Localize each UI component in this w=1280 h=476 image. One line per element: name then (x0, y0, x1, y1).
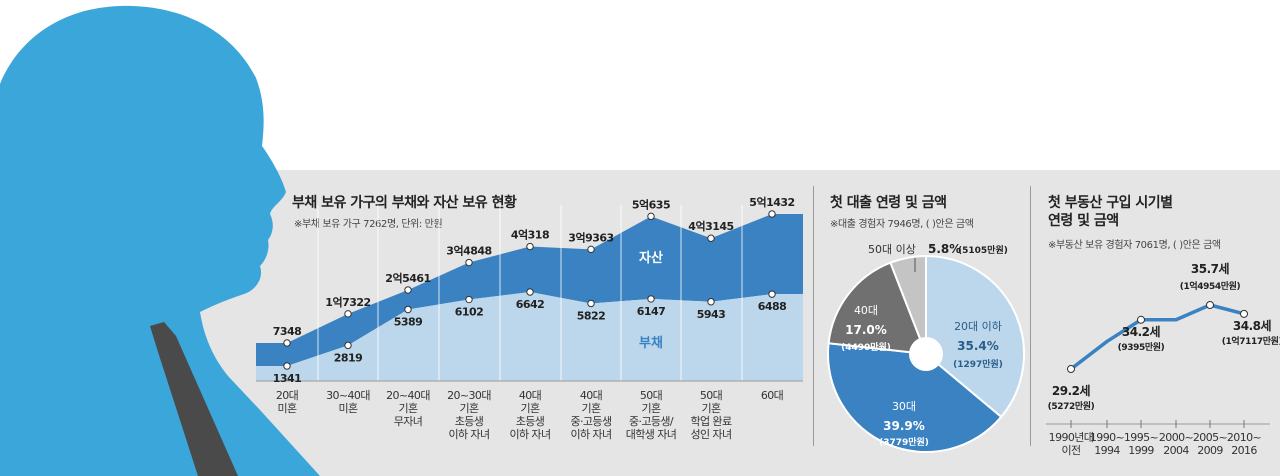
debt-point (587, 299, 595, 308)
slice-label: 40대 (854, 304, 878, 317)
asset-point (283, 339, 291, 347)
series-label-debt: 부채 (639, 336, 663, 351)
slice-percent: 17.0% (845, 323, 887, 337)
slice-amount: (4490만원) (841, 341, 891, 353)
point-age-label: 34.2세 (1122, 324, 1161, 339)
data-point (1240, 309, 1248, 318)
point-age-label: 34.8세 (1233, 318, 1272, 333)
data-point (1067, 365, 1075, 373)
asset-point (707, 234, 715, 242)
debt-value-label: 6488 (758, 300, 787, 313)
pie-slice (827, 261, 928, 356)
debt-area (256, 292, 803, 381)
asset-point (465, 258, 473, 267)
debt-point (404, 305, 412, 314)
slice-percent: 35.4% (957, 339, 999, 353)
asset-point (526, 242, 534, 251)
asset-value-label: 2억5461 (385, 272, 430, 285)
debt-point (465, 295, 473, 304)
divider-2 (1030, 186, 1031, 446)
slice-percent: 5.8% (928, 242, 961, 256)
debt-value-label: 6102 (455, 306, 484, 319)
chart3-note: ※부동산 보유 경험자 7061명, ( )안은 금액 (1048, 240, 1221, 251)
chart3-title: 첫 부동산 구입 시기별 (1048, 195, 1173, 211)
slice-amount: (3779만원) (879, 436, 929, 448)
debt-point (526, 288, 534, 296)
point-amount-label: (9395만원) (1118, 341, 1165, 353)
pie-slice (889, 254, 927, 355)
head-silhouette (0, 5, 320, 476)
tie (150, 322, 238, 476)
divider-1 (813, 186, 814, 446)
debt-value-label: 6642 (516, 298, 545, 311)
point-age-label: 29.2세 (1052, 383, 1091, 398)
asset-value-label: 3억4848 (446, 245, 491, 258)
asset-value-label: 5억635 (632, 198, 670, 211)
point-amount-label: (5272만원) (1048, 400, 1095, 412)
asset-value-label: 1억7322 (325, 296, 370, 309)
chart1-title: 부채 보유 가구의 부채와 자산 보유 현황 (292, 195, 517, 211)
data-point (1206, 301, 1214, 309)
category-label: 50대 기혼 중·고등생/ 대학생 자녀 (625, 389, 677, 441)
data-point (1137, 315, 1145, 324)
category-label: 1995~ 1999 (1123, 431, 1159, 457)
chart2-note: ※대출 경험자 7946명, ( )안은 금액 (830, 219, 974, 230)
chart1-note: ※부채 보유 가구 7262명, 단위: 만원 (294, 219, 443, 230)
asset-value-label: 4억3145 (688, 220, 733, 233)
debt-value-label: 2819 (334, 351, 363, 364)
category-label: 2005~ 2009 (1192, 431, 1228, 457)
debt-value-label: 5389 (394, 315, 423, 328)
asset-point (587, 245, 595, 254)
category-label: 1990~ 1994 (1089, 431, 1125, 457)
asset-point (647, 212, 655, 221)
category-label: 20대 미혼 (275, 389, 299, 415)
slice-label: 30대 (892, 400, 916, 413)
category-label: 20~30대 기혼 초등생 이하 자녀 (447, 389, 491, 441)
category-label: 60대 (760, 389, 784, 402)
category-label: 30~40대 미혼 (326, 389, 370, 415)
slice-amount: (5105만원) (958, 244, 1008, 256)
point-amount-label: (1억4954만원) (1180, 280, 1241, 292)
asset-value-label: 7348 (273, 325, 302, 338)
asset-value-label: 3억9363 (568, 231, 613, 244)
asset-value-label: 4억318 (511, 229, 549, 242)
debt-value-label: 5943 (697, 308, 726, 321)
category-label: 40대 기혼 중·고등생 이하 자녀 (570, 389, 613, 441)
debt-value-label: 1341 (273, 372, 302, 385)
slice-label: 20대 이하 (954, 319, 1002, 333)
debt-point (768, 290, 776, 298)
asset-point (404, 286, 412, 294)
debt-point (647, 295, 655, 303)
category-label: 1990년대 이전 (1048, 431, 1094, 457)
chart3-title-line2: 연령 및 금액 (1048, 213, 1119, 229)
person-silhouette-illustration (0, 5, 320, 476)
asset-value-label: 5억1432 (749, 196, 794, 209)
debt-point (344, 341, 352, 350)
category-label: 2000~ 2004 (1158, 431, 1194, 457)
point-amount-label: (1억7117만원) (1222, 335, 1280, 347)
series-label-asset: 자산 (639, 250, 663, 266)
chart2-title: 첫 대출 연령 및 금액 (830, 195, 947, 211)
pie-hole (909, 337, 943, 371)
point-age-label: 35.7세 (1191, 261, 1230, 276)
pie-slice (925, 254, 1025, 419)
slice-percent: 39.9% (883, 419, 925, 433)
series-line (1069, 303, 1245, 371)
debt-value-label: 6147 (637, 305, 666, 318)
asset-point (768, 210, 776, 218)
category-label: 20~40대 기혼 무자녀 (386, 389, 430, 428)
debt-point (707, 298, 715, 306)
slice-amount: (1297만원) (953, 358, 1003, 370)
category-label: 2010~ 2016 (1226, 431, 1262, 457)
debt-point (283, 362, 291, 370)
pie-slice (827, 342, 1003, 453)
slice-label: 50대 이상 (868, 243, 916, 256)
asset-point (344, 310, 352, 318)
category-label: 40대 기혼 초등생 이하 자녀 (509, 389, 552, 441)
debt-value-label: 5822 (577, 309, 606, 322)
category-label: 50대 기혼 학업 완료 성인 자녀 (690, 389, 733, 441)
